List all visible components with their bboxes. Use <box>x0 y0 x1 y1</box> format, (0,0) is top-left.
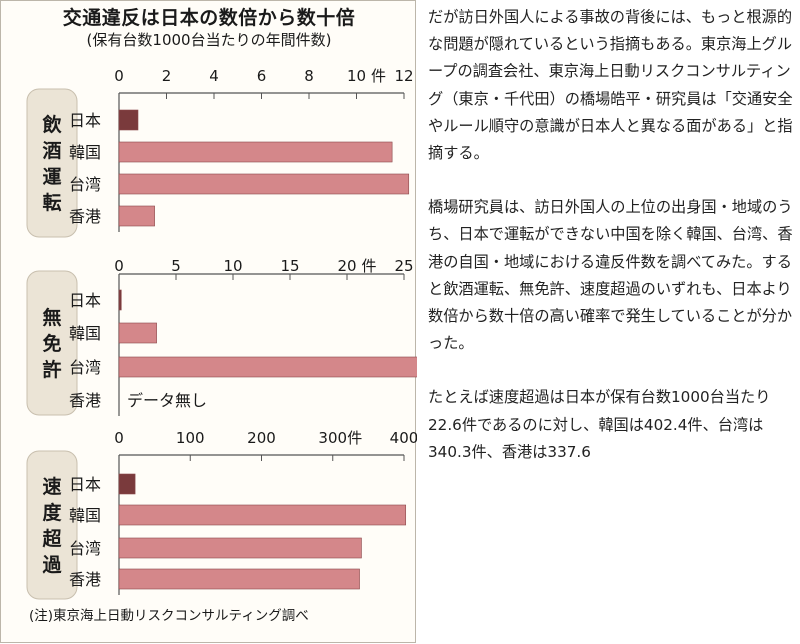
tick-label: 10 <box>223 257 242 275</box>
category-label: 台湾 <box>69 539 101 558</box>
category-label: 台湾 <box>69 358 101 377</box>
article-paragraph-1: だが訪日外国人による事故の背後には、もっと根源的な問題が隠れているという指摘もあ… <box>428 8 793 163</box>
group-label-char: 転 <box>42 192 61 214</box>
category-label: 韓国 <box>69 324 101 343</box>
unit-label: 件 <box>361 257 376 275</box>
tick-label: 25 <box>394 257 413 275</box>
category-label: 台湾 <box>69 175 101 194</box>
tick-label: 12 <box>394 67 413 85</box>
tick-label: 100 <box>176 429 205 447</box>
tick-label: 400 <box>390 429 417 447</box>
tick-label: 6 <box>257 67 267 85</box>
bar <box>118 322 157 344</box>
category-label: 香港 <box>69 391 101 410</box>
tick-label: 0 <box>114 429 124 447</box>
group-label-char: 過 <box>42 554 62 576</box>
group-label-char: 無 <box>42 306 61 329</box>
bar <box>118 537 362 559</box>
chart-source-note: (注)東京海上日動リスクコンサルティング調べ <box>29 608 309 624</box>
bar <box>118 289 122 311</box>
category-label: 日本 <box>69 111 101 130</box>
bar <box>118 356 417 378</box>
tick-label: 300 <box>318 429 347 447</box>
tick-label: 0 <box>114 257 124 275</box>
category-label: 韓国 <box>69 506 101 525</box>
chart-figure: 交通違反は日本の数倍から数十倍 (保有台数1000台当たりの年間件数) 飲酒運転… <box>0 0 417 643</box>
bar <box>118 504 407 526</box>
tick-label: 20 <box>337 257 356 275</box>
chart-subtitle: (保有台数1000台当たりの年間件数) <box>86 31 332 49</box>
tick-label: 10 <box>347 67 366 85</box>
tick-label: 8 <box>304 67 314 85</box>
article-paragraph-3: たとえば速度超過は日本が保有台数1000台当たり22.6件であるのに対し、韓国は… <box>428 388 771 461</box>
tick-label: 4 <box>209 67 219 85</box>
group-label-char: 運 <box>42 166 61 188</box>
tick-label: 2 <box>162 67 172 85</box>
group-label-char: 飲 <box>41 113 62 136</box>
bar <box>118 173 410 195</box>
unit-label: 件 <box>347 429 362 447</box>
bar <box>118 568 360 590</box>
group-label-box <box>26 450 78 600</box>
group-label-box <box>26 88 78 238</box>
group-label-char: 許 <box>42 358 61 381</box>
category-label: 香港 <box>69 207 101 226</box>
group-label-box <box>26 270 78 416</box>
no-data-note: データ無し <box>127 391 207 410</box>
group-label-char: 速 <box>42 475 61 498</box>
tick-label: 5 <box>171 257 181 275</box>
group-label-char: 酒 <box>42 140 61 162</box>
chart-title: 交通違反は日本の数倍から数十倍 <box>62 7 356 29</box>
article-paragraph-2: 橋場研究員は、訪日外国人の上位の出身国・地域のうち、日本で運転ができない中国を除… <box>428 198 793 353</box>
group-label-char: 超 <box>41 527 62 550</box>
bar <box>118 205 155 227</box>
group-label-char: 度 <box>42 501 62 524</box>
tick-label: 15 <box>280 257 299 275</box>
bar <box>118 473 136 495</box>
tick-label: 200 <box>247 429 276 447</box>
unit-label: 件 <box>371 67 386 85</box>
group-label-char: 免 <box>42 332 61 355</box>
category-label: 韓国 <box>69 143 101 162</box>
category-label: 日本 <box>69 475 101 494</box>
bar <box>118 141 393 163</box>
tick-label: 0 <box>114 67 124 85</box>
category-label: 香港 <box>69 570 101 589</box>
category-label: 日本 <box>69 291 101 310</box>
article-text: だが訪日外国人による事故の背後には、もっと根源的な問題が隠れているという指摘もあ… <box>428 4 794 493</box>
bar <box>118 109 139 131</box>
